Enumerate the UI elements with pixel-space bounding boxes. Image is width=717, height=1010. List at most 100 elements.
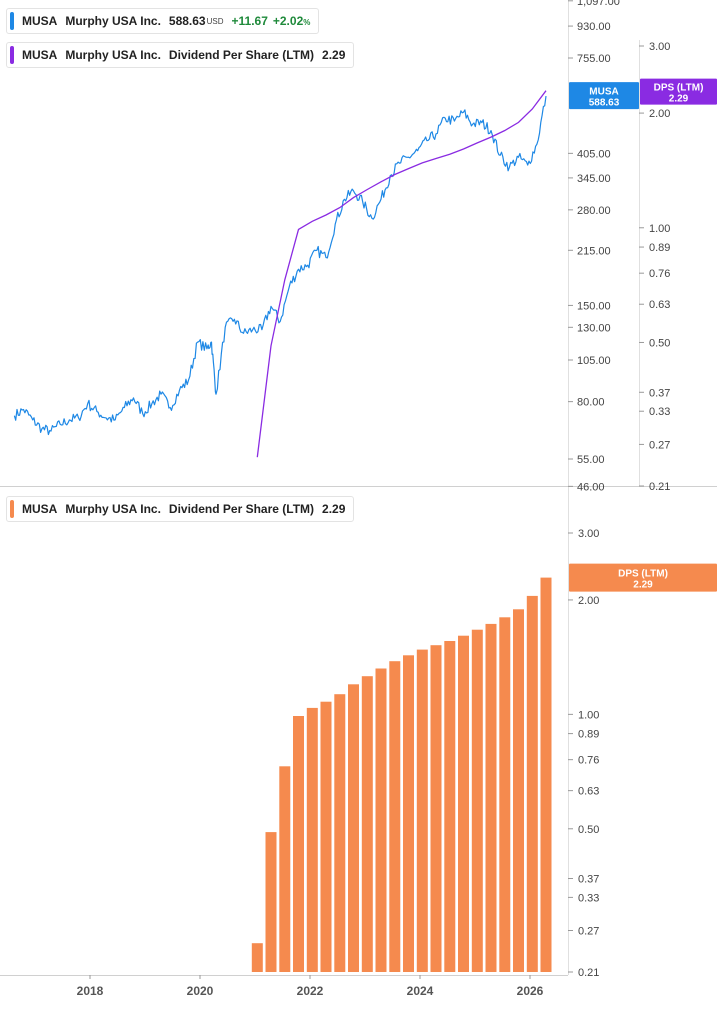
dps-top-legend-metric: Dividend Per Share (LTM) [168,48,315,62]
dps-bar-2023-10 [403,655,414,972]
dps-bar-2025-01 [471,629,483,972]
dps-top-tick-label-10: 0.21 [649,481,670,493]
year-tick-label-3: 2024 [407,984,434,998]
price-legend-ticker: MUSA [22,14,58,28]
dps-bar-2024-04 [430,645,442,972]
dps-bottom-legend[interactable]: MUSA Murphy USA Inc. Dividend Per Share … [6,496,355,522]
year-tick-label-1: 2020 [187,984,214,998]
price-badge-bg [569,82,639,110]
dps-bottom-tick-label-2: 1.00 [578,709,599,721]
price-legend-change-pct-value: +2.02 [272,14,304,28]
dps-top-badge-line1: DPS (LTM) [654,83,704,94]
dps-bottom-legend-metric: Dividend Per Share (LTM) [168,502,315,516]
price-tick-label-7: 150.00 [577,300,611,312]
dps-bar-2025-04 [485,623,497,972]
price-badge-line1: MUSA [589,87,618,98]
dps-bar-2025-07 [499,617,511,972]
dps-bottom-tick-label-4: 0.76 [578,755,599,767]
dps-bottom-badge: DPS (LTM)2.29 [569,563,717,592]
dps-top-tick-label-3: 0.89 [649,242,670,254]
price-legend-swatch [10,12,14,30]
dps-bar-2022-04 [320,701,332,972]
dps-bottom-tick-label-10: 0.21 [578,967,599,979]
dps-bottom-badge-line2: 2.29 [633,580,653,591]
dps-bar-2026-01 [526,595,538,972]
dps-top-tick-label-1: 2.00 [649,108,670,120]
price-legend-price: 588.63 [168,14,206,28]
dps-bar-2023-01 [361,676,373,972]
year-tick-label-4: 2026 [517,984,544,998]
price-badge-line2: 588.63 [589,98,620,109]
dps-bar-2021-01 [251,943,263,972]
price-series-line [13,96,547,436]
price-tick-label-5: 280.00 [577,205,611,217]
dps-bottom-legend-swatch [10,500,14,518]
dps-bar-2026-04 [540,577,552,972]
dps-bottom-tick-label-3: 0.89 [578,729,599,741]
dps-bar-2024-10 [458,635,469,972]
price-tick-label-0: 1,097.00 [577,0,620,8]
dps-bar-2021-10 [293,716,304,972]
price-legend-currency: USD [206,16,224,26]
price-tick-label-1: 930.00 [577,21,611,33]
price-legend-change-pct: +2.02% [273,14,311,28]
price-tick-label-8: 130.00 [577,322,611,334]
price-tick-label-9: 105.00 [577,355,611,367]
dps-top-badge-line2: 2.29 [669,94,689,105]
dps-bottom-tick-label-7: 0.37 [578,873,599,885]
dps-top-tick-label-4: 0.76 [649,268,670,280]
dps-bar-2021-07 [279,766,291,972]
price-tick-label-2: 755.00 [577,53,611,65]
price-legend-pct-sign: % [303,18,311,27]
dps-bar-2023-04 [375,668,387,972]
dps-top-tick-label-8: 0.33 [649,406,670,418]
dps-bottom-tick-label-9: 0.27 [578,926,599,938]
dps-top-tick-label-6: 0.50 [649,337,670,349]
dps-top-legend[interactable]: MUSA Murphy USA Inc. Dividend Per Share … [6,42,355,68]
price-tick-label-6: 215.00 [577,245,611,257]
dps-bar-2024-01 [416,649,428,972]
dps-top-tick-label-7: 0.37 [649,387,670,399]
dps-bottom-legend-value: 2.29 [322,502,346,516]
dps-top-tick-label-2: 1.00 [649,223,670,235]
dps-bottom-badge-line1: DPS (LTM) [618,569,668,580]
dps-top-tick-label-5: 0.63 [649,299,670,311]
dps-bottom-tick-label-0: 3.00 [578,528,599,540]
year-tick-label-2: 2022 [297,984,324,998]
price-tick-label-4: 345.00 [577,173,611,185]
price-tick-label-12: 46.00 [577,481,605,493]
dps-bottom-legend-company: Murphy USA Inc. [65,502,161,516]
dps-top-legend-swatch [10,46,14,64]
dps-bottom-tick-label-1: 2.00 [578,595,599,607]
dps-top-tick-label-9: 0.27 [649,439,670,451]
dps-bar-2022-01 [306,707,318,972]
dps-bottom-badge-bg [569,563,717,592]
dps-top-badge: DPS (LTM)2.29 [640,78,717,105]
dps-bar-2022-10 [348,684,359,972]
dps-bottom-legend-ticker: MUSA [22,502,58,516]
dps-bottom-tick-label-5: 0.63 [578,786,599,798]
dps-top-badge-bg [640,78,717,105]
dps-bar-2023-07 [389,661,401,972]
dps-top-tick-label-0: 3.00 [649,41,670,53]
price-legend-company: Murphy USA Inc. [65,14,161,28]
dps-top-legend-company: Murphy USA Inc. [65,48,161,62]
price-tick-label-3: 405.00 [577,148,611,160]
dps-top-legend-value: 2.29 [322,48,346,62]
dps-bar-2021-04 [265,832,277,972]
dps-bottom-tick-label-8: 0.33 [578,892,599,904]
price-tick-label-11: 55.00 [577,454,605,466]
year-tick-label-0: 2018 [77,984,104,998]
price-tick-label-10: 80.00 [577,397,605,409]
dps-series-line [256,90,547,458]
dps-bar-2025-10 [513,609,524,972]
dps-bar-2022-07 [334,694,346,972]
dps-bar-2024-07 [444,641,456,972]
dps-bottom-tick-label-6: 0.50 [578,824,599,836]
price-legend-change: +11.67 [231,14,268,28]
price-legend[interactable]: MUSA Murphy USA Inc. 588.63 USD +11.67 +… [6,8,320,34]
dps-top-legend-ticker: MUSA [22,48,58,62]
